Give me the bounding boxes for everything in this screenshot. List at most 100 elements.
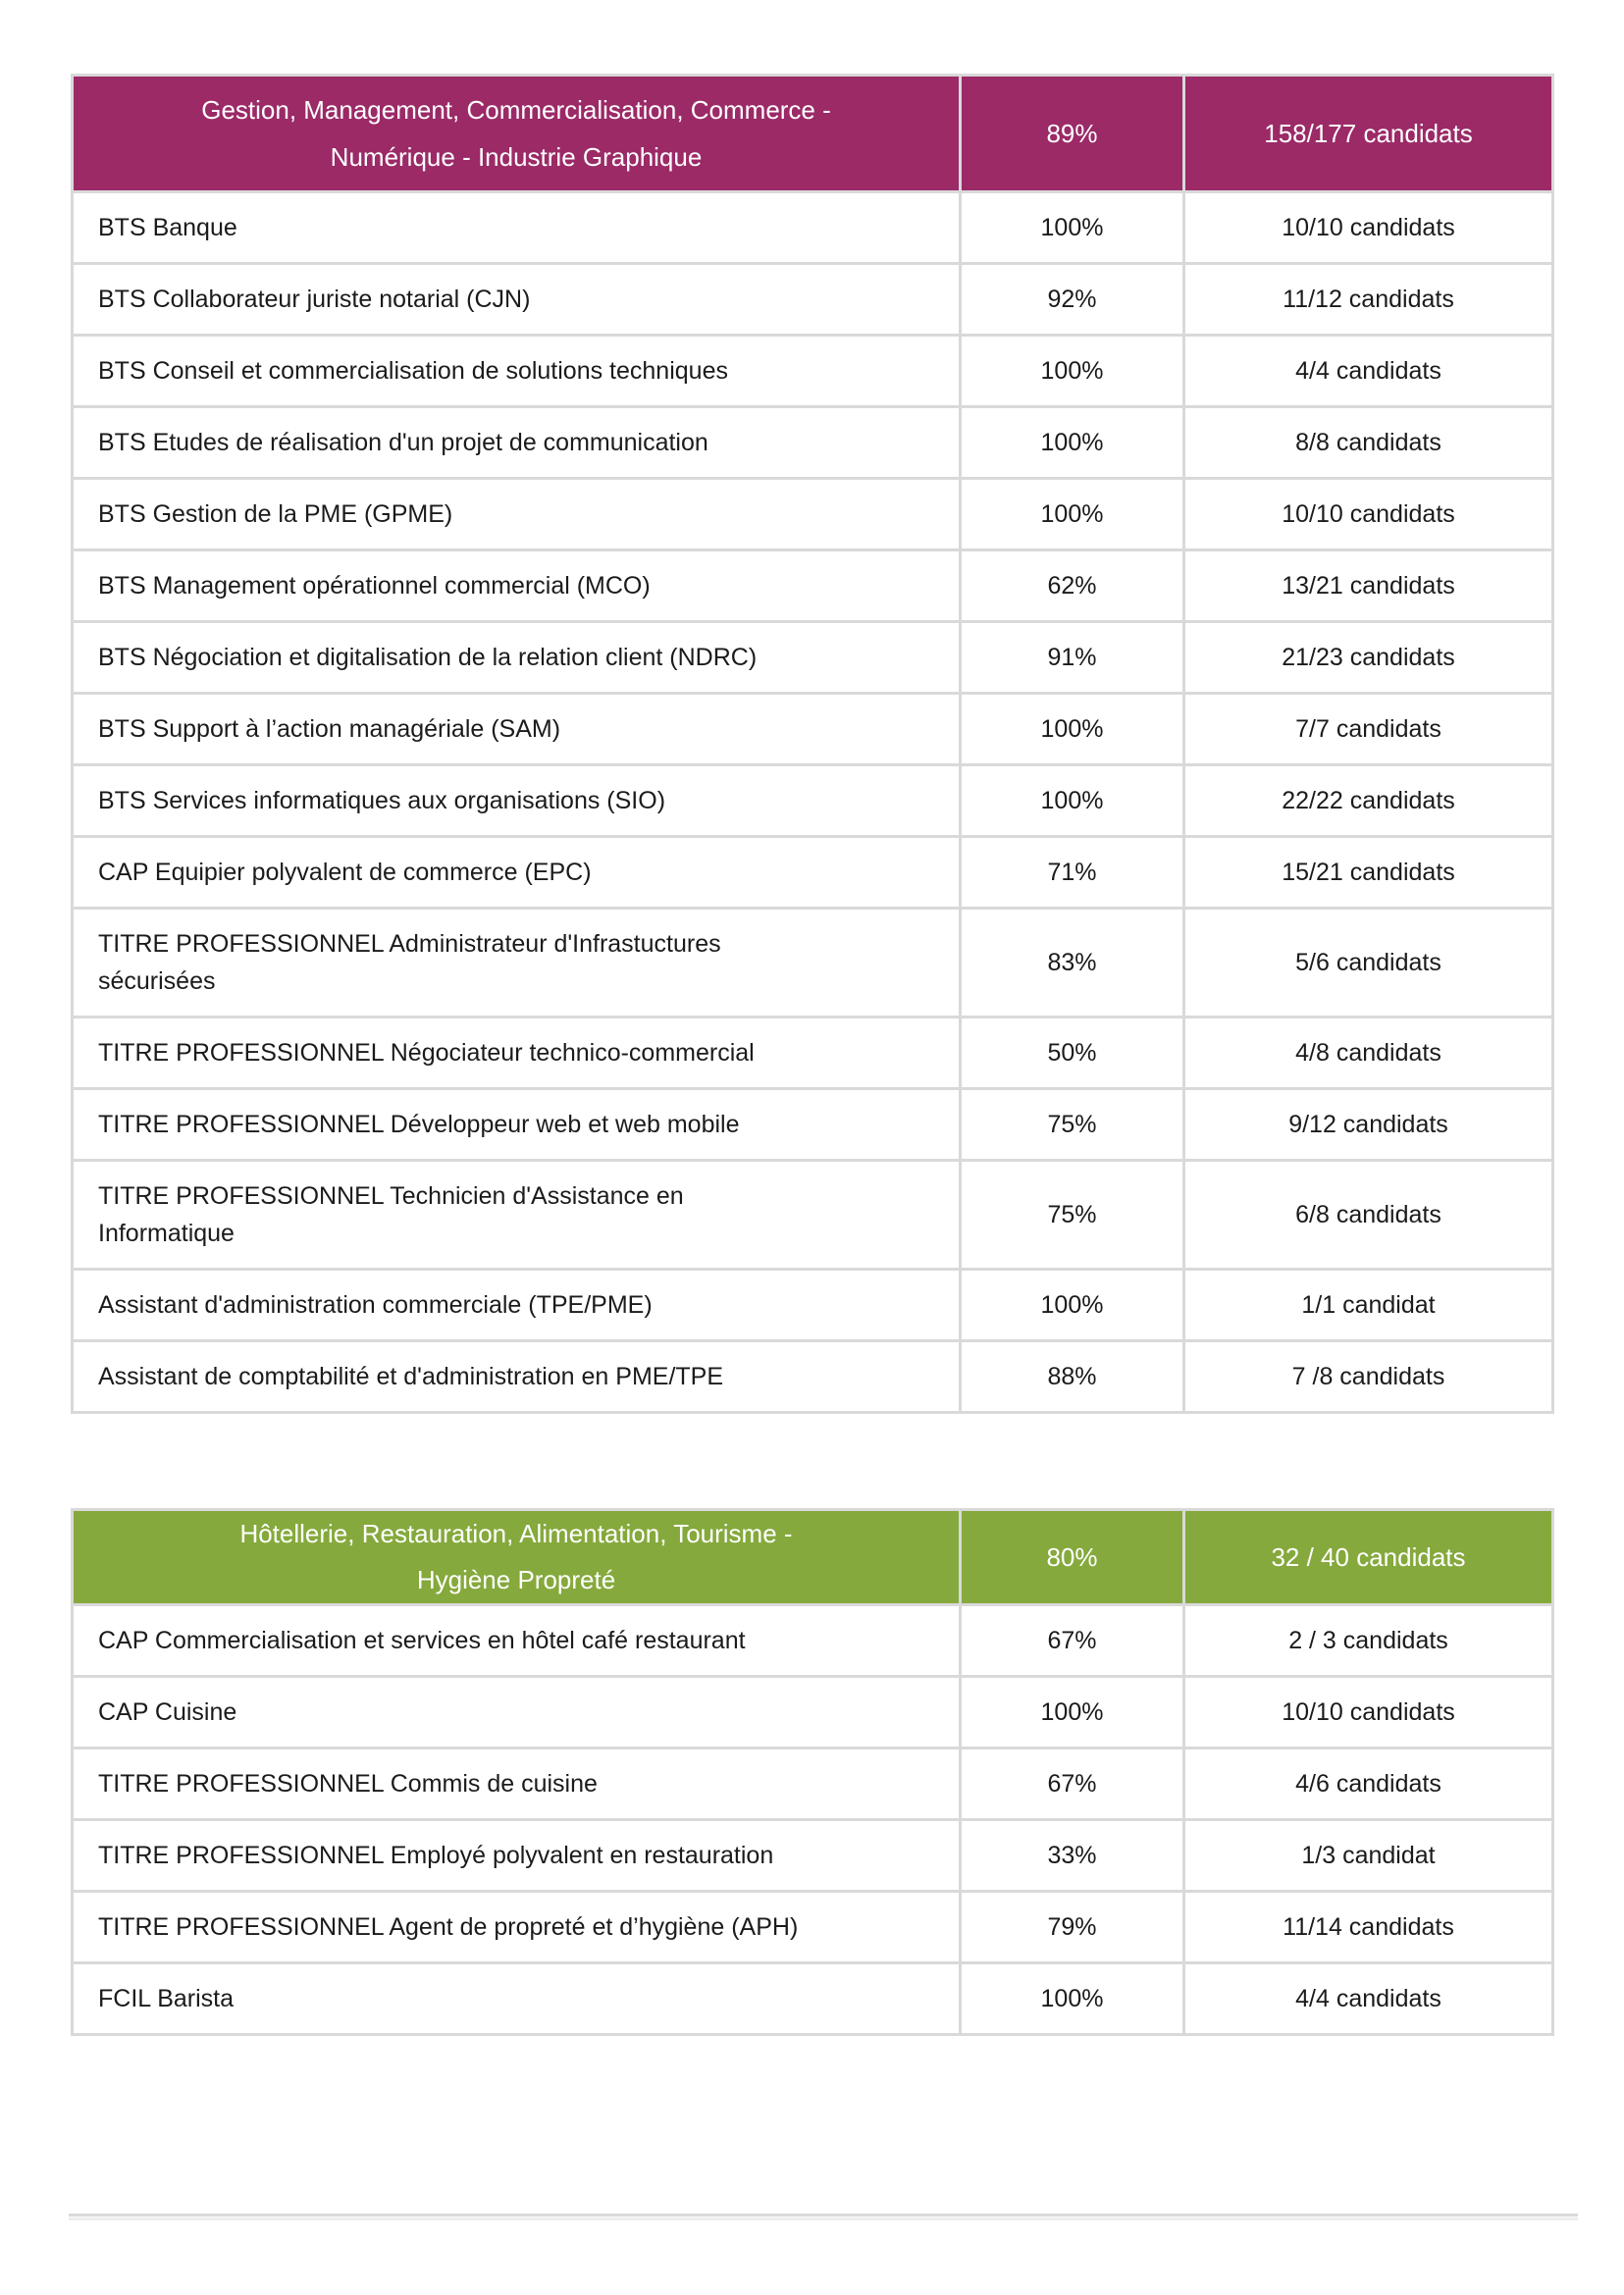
section-title: Gestion, Management, Commercialisation, … bbox=[71, 74, 962, 193]
pass-rate-cell: 75% bbox=[959, 1159, 1185, 1271]
pass-rate-cell: 100% bbox=[959, 405, 1185, 480]
candidates-cell: 4/4 candidats bbox=[1182, 334, 1554, 408]
table-row: BTS Support à l’action managériale (SAM)… bbox=[71, 692, 1554, 766]
pass-rate-cell: 83% bbox=[959, 907, 1185, 1018]
section-title: Hôtellerie, Restauration, Alimentation, … bbox=[71, 1508, 962, 1606]
pass-rate-cell: 91% bbox=[959, 620, 1185, 695]
program-cell: TITRE PROFESSIONNEL Technicien d'Assista… bbox=[71, 1159, 962, 1271]
table-row: TITRE PROFESSIONNEL Employé polyvalent e… bbox=[71, 1818, 1554, 1893]
program-cell: TITRE PROFESSIONNEL Commis de cuisine bbox=[71, 1747, 962, 1821]
program-cell: BTS Management opérationnel commercial (… bbox=[71, 548, 962, 623]
pass-rate-cell: 79% bbox=[959, 1890, 1185, 1964]
table-row: TITRE PROFESSIONNEL Développeur web et w… bbox=[71, 1087, 1554, 1162]
candidates-cell: 1/3 candidat bbox=[1182, 1818, 1554, 1893]
pass-rate-cell: 50% bbox=[959, 1016, 1185, 1090]
table-row: BTS Collaborateur juriste notarial (CJN)… bbox=[71, 262, 1554, 337]
pass-rate-cell: 88% bbox=[959, 1339, 1185, 1414]
program-cell: Assistant d'administration commerciale (… bbox=[71, 1268, 962, 1342]
pass-rate-cell: 67% bbox=[959, 1747, 1185, 1821]
candidates-cell: 9/12 candidats bbox=[1182, 1087, 1554, 1162]
table-row: CAP Equipier polyvalent de commerce (EPC… bbox=[71, 835, 1554, 910]
table-row: TITRE PROFESSIONNEL Négociateur technico… bbox=[71, 1016, 1554, 1090]
section-pass-rate: 80% bbox=[959, 1508, 1185, 1606]
pass-rate-cell: 67% bbox=[959, 1603, 1185, 1678]
candidates-cell: 10/10 candidats bbox=[1182, 477, 1554, 551]
candidates-cell: 7 /8 candidats bbox=[1182, 1339, 1554, 1414]
table-row: BTS Négociation et digitalisation de la … bbox=[71, 620, 1554, 695]
pass-rate-cell: 92% bbox=[959, 262, 1185, 337]
program-cell: CAP Cuisine bbox=[71, 1675, 962, 1749]
pass-rate-cell: 33% bbox=[959, 1818, 1185, 1893]
table-row: FCIL Barista 100% 4/4 candidats bbox=[71, 1961, 1554, 2036]
candidates-cell: 8/8 candidats bbox=[1182, 405, 1554, 480]
program-cell: Assistant de comptabilité et d'administr… bbox=[71, 1339, 962, 1414]
table-row: BTS Gestion de la PME (GPME) 100% 10/10 … bbox=[71, 477, 1554, 551]
table-row: CAP Commercialisation et services en hôt… bbox=[71, 1603, 1554, 1678]
program-cell: TITRE PROFESSIONNEL Administrateur d'Inf… bbox=[71, 907, 962, 1018]
candidates-cell: 13/21 candidats bbox=[1182, 548, 1554, 623]
candidates-cell: 1/1 candidat bbox=[1182, 1268, 1554, 1342]
table-row: BTS Banque 100% 10/10 candidats bbox=[71, 190, 1554, 265]
table-row: TITRE PROFESSIONNEL Technicien d'Assista… bbox=[71, 1159, 1554, 1271]
next-table-top-border bbox=[69, 2214, 1578, 2217]
section-header-row: Gestion, Management, Commercialisation, … bbox=[71, 74, 1554, 193]
program-cell: BTS Négociation et digitalisation de la … bbox=[71, 620, 962, 695]
program-cell: BTS Gestion de la PME (GPME) bbox=[71, 477, 962, 551]
program-cell: BTS Collaborateur juriste notarial (CJN) bbox=[71, 262, 962, 337]
program-cell: BTS Support à l’action managériale (SAM) bbox=[71, 692, 962, 766]
table-row: Assistant de comptabilité et d'administr… bbox=[71, 1339, 1554, 1414]
pass-rate-cell: 100% bbox=[959, 1268, 1185, 1342]
table-row: TITRE PROFESSIONNEL Administrateur d'Inf… bbox=[71, 907, 1554, 1018]
candidates-cell: 11/12 candidats bbox=[1182, 262, 1554, 337]
pass-rate-cell: 100% bbox=[959, 763, 1185, 838]
candidates-cell: 4/4 candidats bbox=[1182, 1961, 1554, 2036]
program-cell: TITRE PROFESSIONNEL Employé polyvalent e… bbox=[71, 1818, 962, 1893]
section-header-row: Hôtellerie, Restauration, Alimentation, … bbox=[71, 1508, 1554, 1606]
pass-rate-cell: 75% bbox=[959, 1087, 1185, 1162]
table-row: CAP Cuisine 100% 10/10 candidats bbox=[71, 1675, 1554, 1749]
candidates-cell: 10/10 candidats bbox=[1182, 190, 1554, 265]
candidates-cell: 5/6 candidats bbox=[1182, 907, 1554, 1018]
pass-rate-cell: 71% bbox=[959, 835, 1185, 910]
pass-rate-cell: 100% bbox=[959, 477, 1185, 551]
candidates-cell: 4/8 candidats bbox=[1182, 1016, 1554, 1090]
candidates-cell: 22/22 candidats bbox=[1182, 763, 1554, 838]
candidates-cell: 15/21 candidats bbox=[1182, 835, 1554, 910]
program-cell: CAP Commercialisation et services en hôt… bbox=[71, 1603, 962, 1678]
program-cell: BTS Conseil et commercialisation de solu… bbox=[71, 334, 962, 408]
candidates-cell: 4/6 candidats bbox=[1182, 1747, 1554, 1821]
program-cell: BTS Etudes de réalisation d'un projet de… bbox=[71, 405, 962, 480]
table-row: BTS Management opérationnel commercial (… bbox=[71, 548, 1554, 623]
candidates-cell: 2 / 3 candidats bbox=[1182, 1603, 1554, 1678]
table-row: BTS Etudes de réalisation d'un projet de… bbox=[71, 405, 1554, 480]
program-cell: BTS Services informatiques aux organisat… bbox=[71, 763, 962, 838]
candidates-cell: 10/10 candidats bbox=[1182, 1675, 1554, 1749]
candidates-cell: 21/23 candidats bbox=[1182, 620, 1554, 695]
program-cell: TITRE PROFESSIONNEL Agent de propreté et… bbox=[71, 1890, 962, 1964]
pass-rate-cell: 100% bbox=[959, 692, 1185, 766]
candidates-cell: 11/14 candidats bbox=[1182, 1890, 1554, 1964]
table-row: BTS Services informatiques aux organisat… bbox=[71, 763, 1554, 838]
results-table-gestion: Gestion, Management, Commercialisation, … bbox=[71, 74, 1554, 1414]
section-candidates: 32 / 40 candidats bbox=[1182, 1508, 1554, 1606]
program-cell: CAP Equipier polyvalent de commerce (EPC… bbox=[71, 835, 962, 910]
results-table-hotellerie: Hôtellerie, Restauration, Alimentation, … bbox=[71, 1508, 1554, 2036]
program-cell: TITRE PROFESSIONNEL Négociateur technico… bbox=[71, 1016, 962, 1090]
table-row: TITRE PROFESSIONNEL Commis de cuisine 67… bbox=[71, 1747, 1554, 1821]
pass-rate-cell: 62% bbox=[959, 548, 1185, 623]
program-cell: BTS Banque bbox=[71, 190, 962, 265]
table-row: BTS Conseil et commercialisation de solu… bbox=[71, 334, 1554, 408]
table-row: Assistant d'administration commerciale (… bbox=[71, 1268, 1554, 1342]
pass-rate-cell: 100% bbox=[959, 190, 1185, 265]
table-row: TITRE PROFESSIONNEL Agent de propreté et… bbox=[71, 1890, 1554, 1964]
section-candidates: 158/177 candidats bbox=[1182, 74, 1554, 193]
pass-rate-cell: 100% bbox=[959, 1961, 1185, 2036]
candidates-cell: 7/7 candidats bbox=[1182, 692, 1554, 766]
program-cell: TITRE PROFESSIONNEL Développeur web et w… bbox=[71, 1087, 962, 1162]
candidates-cell: 6/8 candidats bbox=[1182, 1159, 1554, 1271]
next-table-top-border-shadow bbox=[69, 2217, 1578, 2220]
program-cell: FCIL Barista bbox=[71, 1961, 962, 2036]
section-pass-rate: 89% bbox=[959, 74, 1185, 193]
pass-rate-cell: 100% bbox=[959, 334, 1185, 408]
